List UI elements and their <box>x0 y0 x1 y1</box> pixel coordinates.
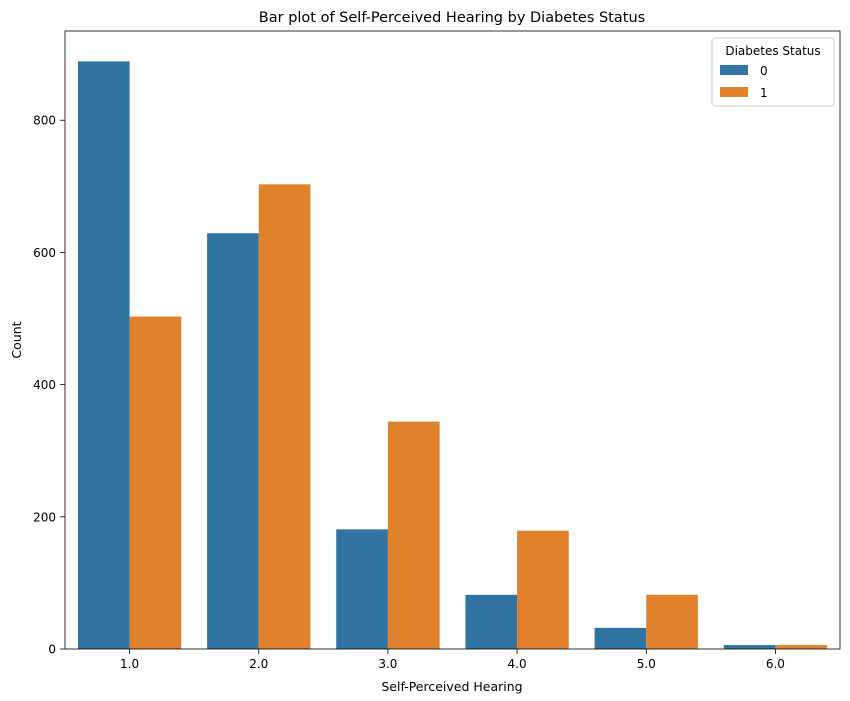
legend-swatch-series-1 <box>720 87 748 97</box>
bar-series-1-5.0 <box>646 594 698 649</box>
y-tick-label: 400 <box>33 378 56 392</box>
bar-series-0-4.0 <box>465 594 518 649</box>
chart-title: Bar plot of Self-Perceived Hearing by Di… <box>259 10 645 26</box>
bar-series-0-3.0 <box>336 529 388 649</box>
x-axis-label: Self-Perceived Hearing <box>381 679 522 694</box>
bar-series-0-5.0 <box>594 627 647 649</box>
bar-series-1-4.0 <box>517 530 569 649</box>
bar-series-1-6.0 <box>775 645 828 649</box>
x-tick-label: 3.0 <box>378 657 397 671</box>
legend-label-series-1: 1 <box>760 86 768 100</box>
bar-series-0-1.0 <box>77 61 130 649</box>
y-tick-label: 600 <box>33 246 56 260</box>
bar-series-0-6.0 <box>723 645 776 649</box>
bar-series-1-1.0 <box>129 316 182 649</box>
legend-title: Diabetes Status <box>725 44 820 58</box>
x-tick-label: 5.0 <box>637 657 656 671</box>
x-tick-label: 1.0 <box>120 657 139 671</box>
bar-series-1-3.0 <box>387 421 440 649</box>
y-tick-label: 800 <box>33 114 56 128</box>
x-tick-label: 2.0 <box>249 657 268 671</box>
legend-swatch-series-0 <box>720 65 748 75</box>
plot-frame <box>64 30 841 650</box>
legend: Diabetes Status 0 1 <box>711 37 835 107</box>
plot-area: 0 200 400 600 800 1.0 2.0 3.0 4.0 5.0 6.0 <box>33 61 828 671</box>
legend-label-series-0: 0 <box>760 64 768 78</box>
y-axis-label: Count <box>9 321 24 358</box>
x-tick-label: 6.0 <box>766 657 785 671</box>
y-tick-label: 0 <box>48 643 56 657</box>
y-tick-label: 200 <box>33 510 56 524</box>
bar-series-1-2.0 <box>258 184 311 649</box>
bar-series-0-2.0 <box>207 233 259 649</box>
x-tick-label: 4.0 <box>508 657 527 671</box>
